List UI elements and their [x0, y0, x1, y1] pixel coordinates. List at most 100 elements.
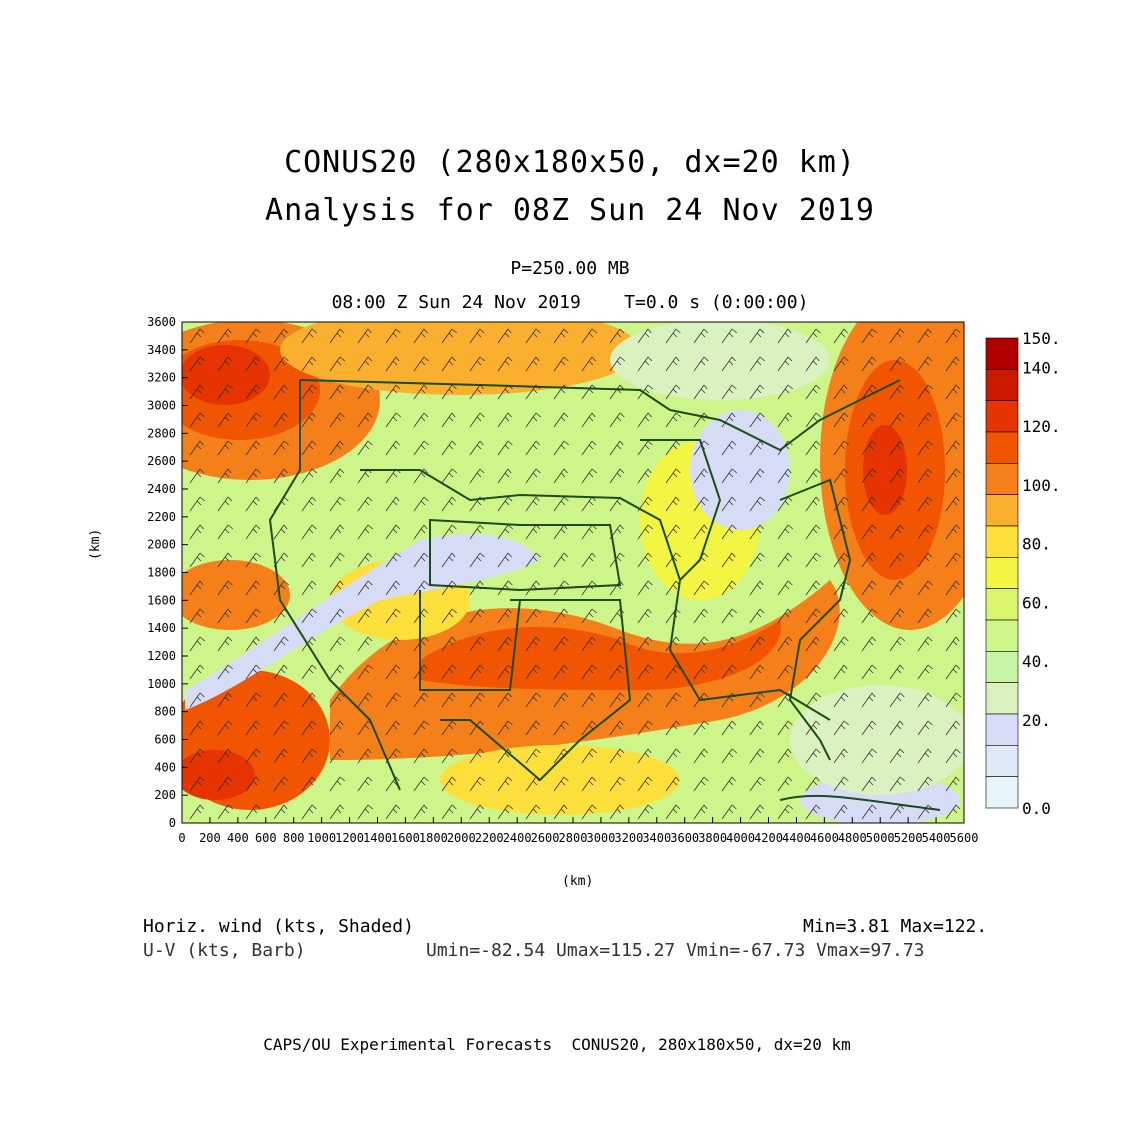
wind-barb: [329, 384, 344, 400]
wind-barb: [553, 720, 570, 736]
wind-barb: [357, 468, 372, 484]
wind-barb: [889, 636, 906, 652]
wind-barb: [777, 524, 794, 540]
wind-barb: [329, 636, 346, 652]
colorbar-swatch: [985, 525, 1019, 558]
wind-barb: [329, 440, 344, 456]
wind-barb: [637, 720, 653, 736]
wind-barb: [217, 496, 233, 512]
wind-barb: [721, 720, 737, 736]
wind-barb: [329, 356, 346, 372]
wind-barb: [861, 468, 878, 484]
x-tick-label: 1000: [307, 831, 336, 845]
wind-barb: [917, 552, 932, 568]
wind-barb: [609, 748, 625, 764]
wind-barb: [693, 692, 709, 708]
wind-barb: [805, 580, 820, 596]
wind-barb: [245, 328, 261, 344]
y-tick-label: 800: [154, 705, 176, 719]
wind-barb: [469, 524, 484, 540]
wind-barb: [945, 692, 962, 708]
wind-barb: [861, 496, 876, 512]
wind-barb: [749, 748, 765, 764]
wind-barb: [665, 496, 680, 512]
map-title-line1: CONUS20 (280x180x50, dx=20 km): [284, 145, 856, 180]
wind-barb: [357, 384, 374, 400]
wind-barb: [749, 356, 766, 372]
wind-barb: [889, 384, 904, 400]
wind-barb: [945, 552, 962, 568]
wind-barb: [329, 664, 344, 680]
wind-barb: [777, 328, 792, 344]
wind-barb: [609, 692, 625, 708]
barb-variable-label: U-V (kts, Barb): [143, 940, 306, 961]
pressure-level-label: P=250.00 MB: [510, 258, 630, 279]
wind-barb: [217, 328, 232, 344]
wind-barb: [581, 496, 596, 512]
wind-barb: [581, 580, 597, 596]
colorbar-label: 60.: [1022, 593, 1051, 612]
wind-barb: [749, 552, 765, 568]
wind-barb: [553, 692, 569, 708]
wind-barb: [273, 720, 290, 736]
wind-barb: [945, 496, 960, 512]
uv-range-label: Umin=-82.54 Umax=115.27 Vmin=-67.73 Vmax…: [426, 940, 925, 961]
wind-barb: [189, 720, 204, 736]
x-tick-label: 0: [178, 831, 185, 845]
wind-barb: [357, 664, 374, 680]
wind-barb: [581, 328, 598, 344]
wind-barb: [917, 608, 932, 624]
wind-barb: [833, 608, 848, 624]
wind-barb: [917, 804, 934, 820]
y-tick-label: 2200: [147, 510, 176, 524]
x-tick-label: 5600: [950, 831, 979, 845]
x-tick-label: 4600: [810, 831, 839, 845]
wind-barb: [721, 664, 737, 680]
wind-barb: [917, 496, 933, 512]
wind-barb: [469, 328, 485, 344]
wind-barb: [301, 328, 318, 344]
x-tick-label: 3600: [670, 831, 699, 845]
colorbar-swatch: [985, 776, 1019, 809]
wind-barb: [413, 412, 429, 428]
wind-barb: [833, 440, 850, 456]
wind-barb: [301, 496, 316, 512]
wind-barb: [665, 524, 681, 540]
wind-barb: [553, 636, 569, 652]
wind-barb: [945, 468, 961, 484]
wind-barb: [693, 496, 709, 512]
wind-barb: [497, 664, 514, 680]
wind-barb: [805, 748, 821, 764]
wind-barb: [441, 804, 457, 820]
wind-barb: [889, 608, 905, 624]
wind-barb: [917, 524, 934, 540]
wind-barb: [665, 356, 680, 372]
wind-barb: [693, 356, 709, 372]
wind-barb: [553, 664, 568, 680]
y-tick-label: 1000: [147, 677, 176, 691]
wind-barb: [245, 748, 261, 764]
wind-barb: [441, 524, 457, 540]
wind-barb: [273, 664, 288, 680]
x-tick-label: 800: [283, 831, 305, 845]
y-tick-label: 1600: [147, 593, 176, 607]
y-tick-label: 200: [154, 788, 176, 802]
wind-barb: [581, 412, 596, 428]
wind-barb: [945, 524, 961, 540]
y-tick-label: 3200: [147, 371, 176, 385]
wind-barb: [553, 468, 568, 484]
wind-barb: [721, 440, 737, 456]
wind-barb: [469, 692, 485, 708]
wind-barb: [777, 468, 792, 484]
wind-barb: [301, 720, 317, 736]
min-max-label: Min=3.81 Max=122.: [803, 916, 988, 937]
wind-barb: [889, 580, 904, 596]
wind-barb: [441, 496, 456, 512]
wind-barb: [721, 636, 736, 652]
wind-barb: [189, 664, 204, 680]
wind-barb: [749, 720, 764, 736]
wind-barb: [665, 384, 681, 400]
wind-barb: [553, 356, 569, 372]
wind-barb: [665, 664, 681, 680]
